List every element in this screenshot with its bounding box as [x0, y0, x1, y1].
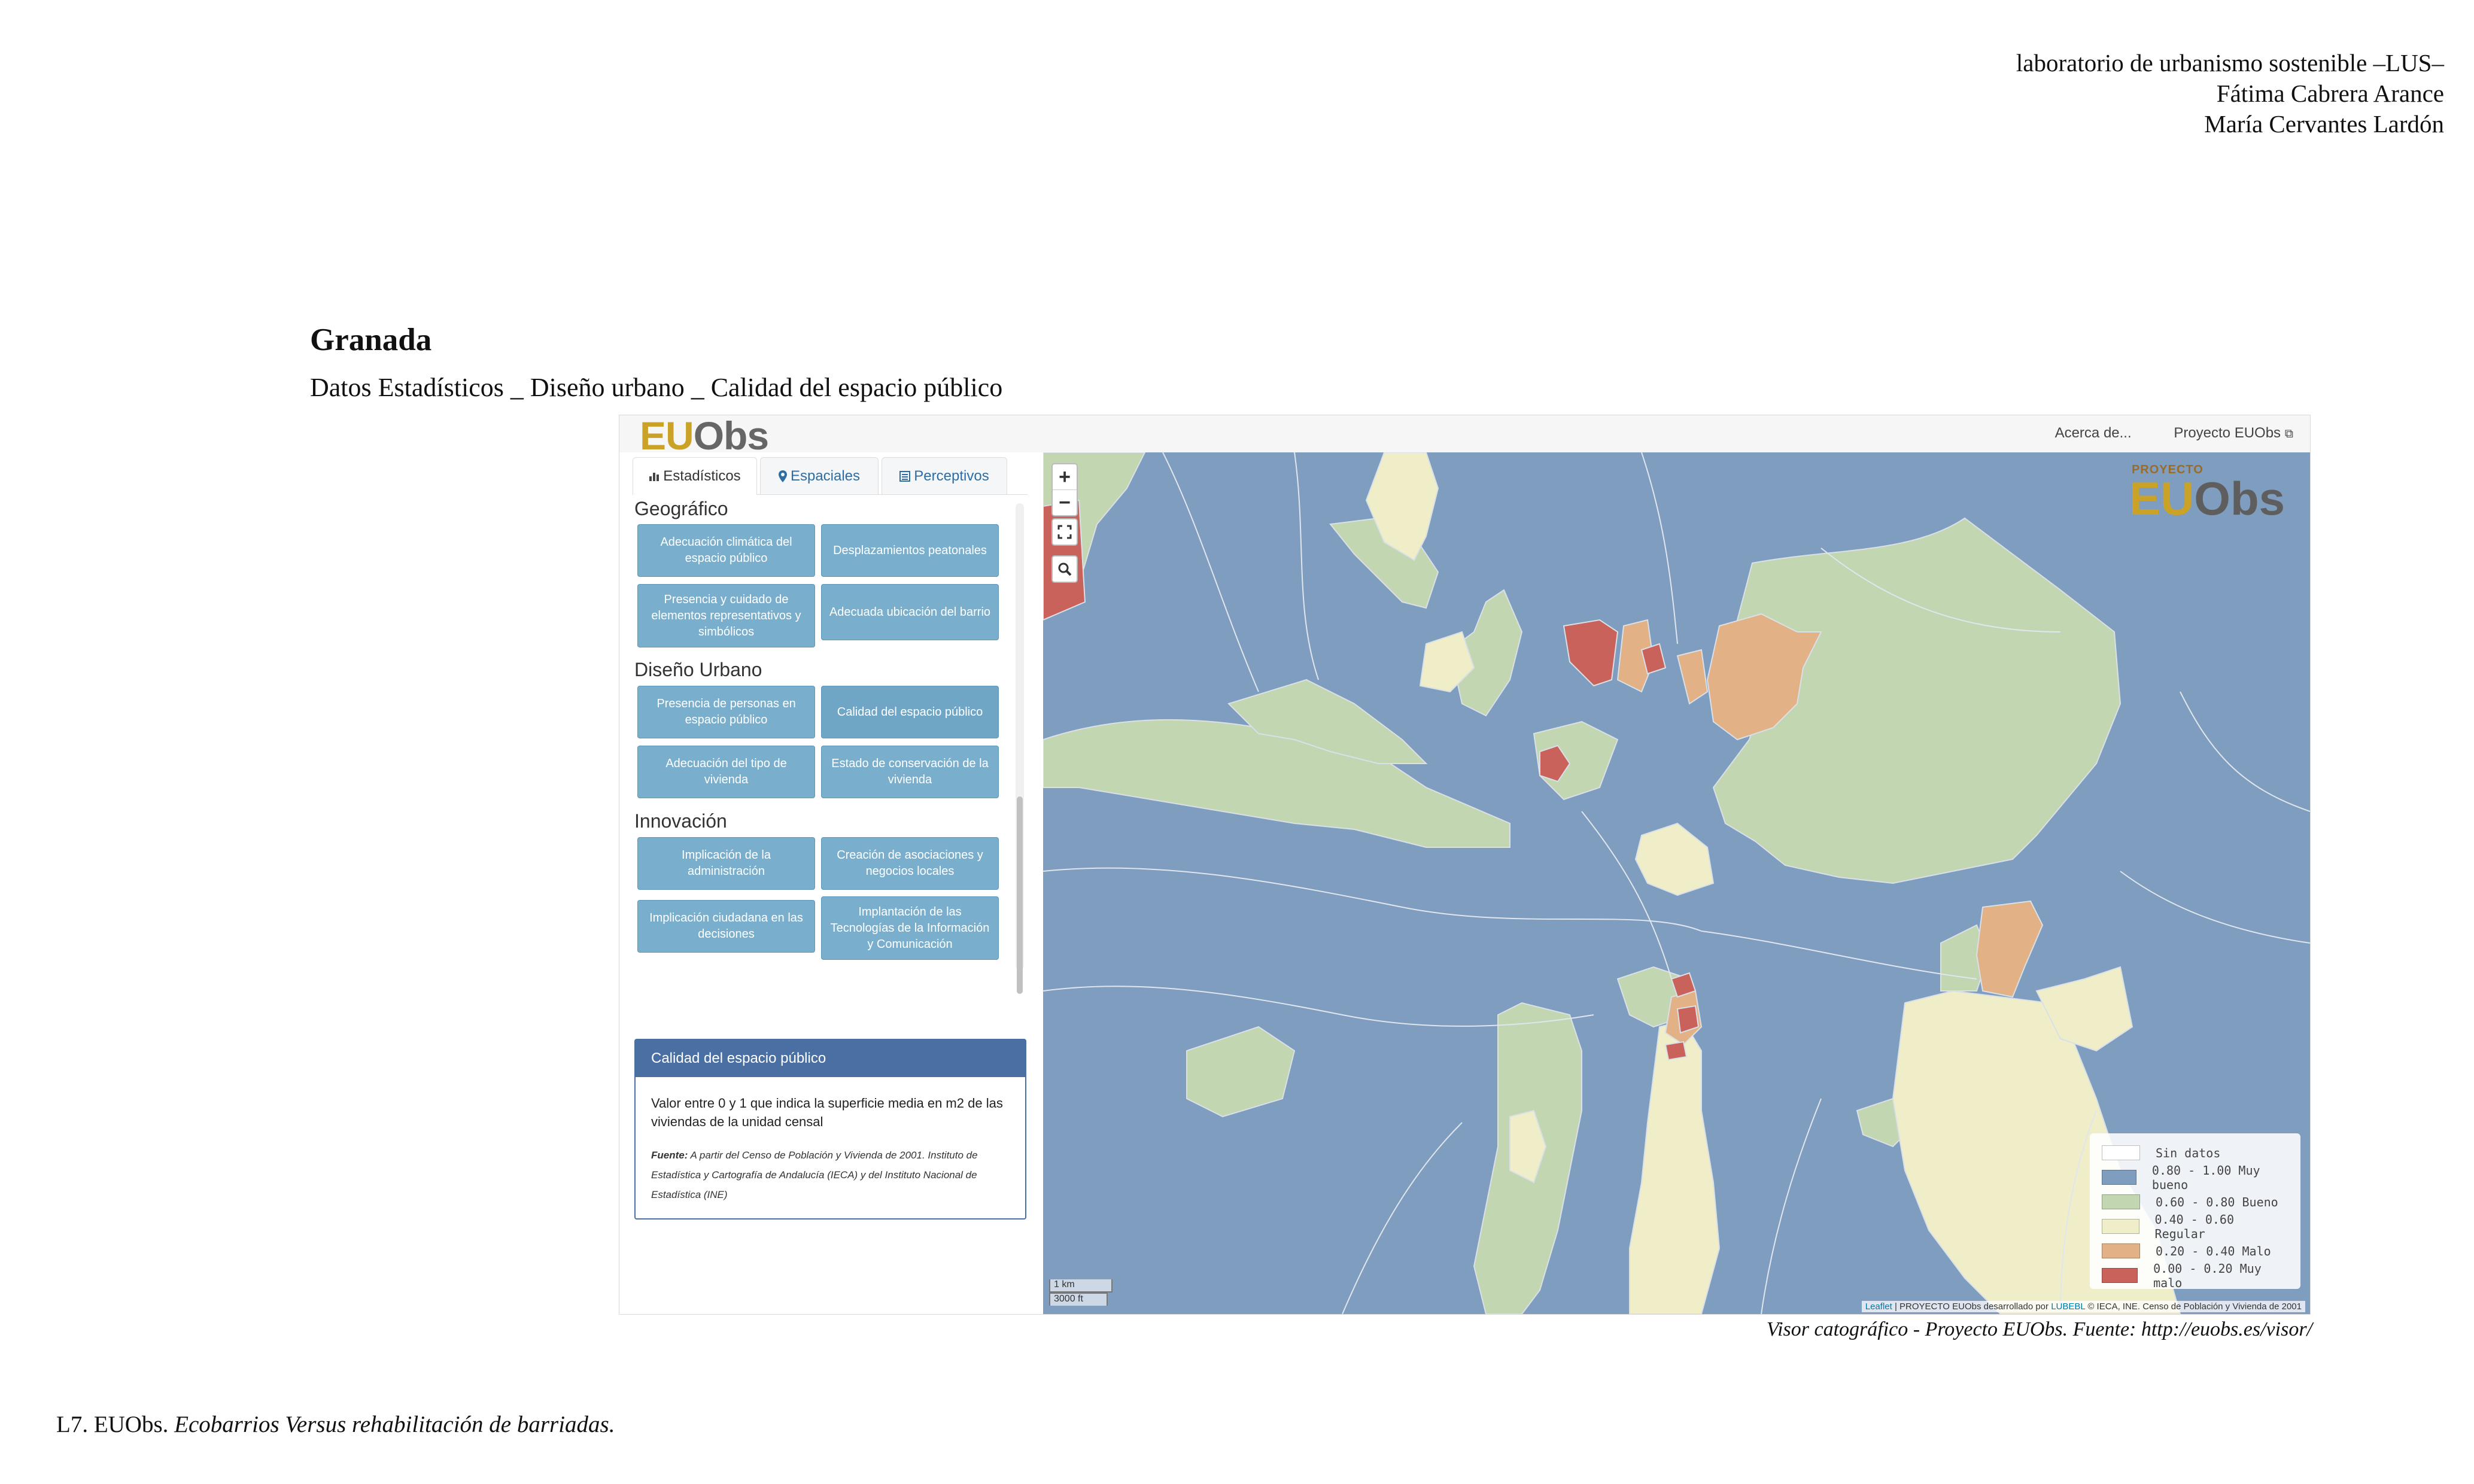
indicator-button[interactable]: Implicación ciudadana en las decisiones: [637, 900, 815, 953]
group-title-diseno-urbano: Diseño Urbano: [634, 659, 762, 680]
legend-swatch: [2102, 1145, 2140, 1160]
indicator-sidebar: Estadísticos Espaciales Perceptivos Geog…: [619, 452, 1044, 1314]
legend-swatch: [2102, 1194, 2140, 1209]
indicator-button[interactable]: Adecuación del tipo de vivienda: [637, 746, 815, 798]
leaflet-link[interactable]: Leaflet: [1865, 1301, 1892, 1312]
legend-item: 0.80 - 1.00 Muy bueno: [2102, 1163, 2288, 1192]
figure-caption: Visor catográfico - Proyecto EUObs. Fuen…: [1766, 1318, 2312, 1340]
choropleth-map[interactable]: + − PROYECTO EUObs Sin datos 0.80 - 1.00…: [1043, 452, 2310, 1314]
tab-estadisticos[interactable]: Estadísticos: [633, 457, 757, 495]
credits: laboratorio de urbanismo sostenible –LUS…: [2016, 48, 2444, 139]
bar-chart-icon: [649, 473, 659, 481]
indicator-button[interactable]: Presencia y cuidado de elementos represe…: [637, 584, 815, 647]
legend-item: 0.40 - 0.60 Regular: [2102, 1212, 2288, 1241]
euobs-watermark: PROYECTO EUObs: [2129, 463, 2285, 525]
tab-perceptivos[interactable]: Perceptivos: [882, 457, 1007, 494]
list-icon: [899, 470, 911, 482]
legend-item: 0.00 - 0.20 Muy malo: [2102, 1261, 2288, 1290]
indicator-button[interactable]: Desplazamientos peatonales: [821, 524, 999, 577]
credit-line: María Cervantes Lardón: [2204, 110, 2444, 138]
indicator-button[interactable]: Adecuada ubicación del barrio: [821, 584, 999, 640]
group-title-innovacion: Innovación: [634, 810, 727, 832]
group-title-geografico: Geográfico: [634, 498, 728, 519]
indicator-button[interactable]: Implantación de las Tecnologías de la In…: [821, 896, 999, 960]
search-icon[interactable]: [1053, 556, 1077, 582]
project-euobs-link[interactable]: Proyecto EUObs ⧉: [2174, 425, 2293, 441]
info-panel-description: Valor entre 0 y 1 que indica la superfic…: [651, 1096, 1003, 1129]
scale-km: 1 km: [1049, 1279, 1113, 1293]
indicator-tabs: Estadísticos Espaciales Perceptivos: [633, 452, 1028, 495]
legend-swatch: [2102, 1170, 2136, 1185]
indicator-button[interactable]: Presencia de personas en espacio público: [637, 686, 815, 738]
external-link-icon: ⧉: [2284, 427, 2293, 440]
fullscreen-control: [1051, 518, 1078, 546]
legend-swatch: [2102, 1243, 2140, 1258]
map-attribution: Leaflet | PROYECTO EUObs desarrollado po…: [1861, 1301, 2305, 1312]
zoom-in-button[interactable]: +: [1059, 465, 1071, 488]
about-link[interactable]: Acerca de...: [2054, 425, 2132, 441]
legend-item: 0.20 - 0.40 Malo: [2102, 1239, 2288, 1263]
indicator-button[interactable]: Creación de asociaciones y negocios loca…: [821, 837, 999, 890]
credit-line: Fátima Cabrera Arance: [2216, 80, 2444, 107]
document-title: Granada: [310, 323, 432, 357]
top-navbar: EUObs Acerca de... Proyecto EUObs ⧉: [619, 415, 2310, 458]
indicator-button[interactable]: Implicación de la administración: [637, 837, 815, 890]
legend-swatch: [2102, 1268, 2138, 1283]
info-panel-title: Calidad del espacio público: [636, 1040, 1025, 1077]
lubebl-link[interactable]: LUBEBL: [2051, 1301, 2086, 1312]
euobs-viewer-screenshot: EUObs Acerca de... Proyecto EUObs ⧉ Esta…: [619, 415, 2311, 1315]
map-marker-icon: [778, 470, 787, 482]
top-links: Acerca de... Proyecto EUObs ⧉: [2017, 425, 2293, 442]
credit-line: laboratorio de urbanismo sostenible –LUS…: [2016, 49, 2444, 77]
map-legend: Sin datos 0.80 - 1.00 Muy bueno 0.60 - 0…: [2090, 1133, 2300, 1290]
euobs-logo[interactable]: EUObs: [640, 415, 769, 458]
search-control: [1051, 555, 1078, 583]
scale-ft: 3000 ft: [1049, 1293, 1108, 1306]
legend-swatch: [2102, 1219, 2139, 1234]
legend-item: 0.60 - 0.80 Bueno: [2102, 1190, 2288, 1214]
tab-espaciales[interactable]: Espaciales: [760, 457, 879, 494]
zoom-out-button[interactable]: −: [1053, 489, 1077, 515]
document-subtitle: Datos Estadísticos _ Diseño urbano _ Cal…: [310, 373, 1003, 402]
indicator-button[interactable]: Estado de conservación de la vivienda: [821, 746, 999, 798]
fullscreen-icon[interactable]: [1053, 519, 1077, 545]
info-panel-source: Fuente: A partir del Censo de Población …: [651, 1150, 978, 1200]
zoom-control: + −: [1051, 463, 1078, 516]
indicator-info-panel: Calidad del espacio público Valor entre …: [634, 1039, 1026, 1220]
map-scale: 1 km 3000 ft: [1049, 1279, 1113, 1306]
sidebar-scrollbar-thumb[interactable]: [1017, 796, 1023, 994]
legend-item: Sin datos: [2102, 1141, 2288, 1165]
indicator-button-selected[interactable]: Calidad del espacio público: [821, 686, 999, 738]
page-footer: L7. EUObs. Ecobarrios Versus rehabilitac…: [56, 1412, 615, 1437]
indicator-button[interactable]: Adecuación climática del espacio público: [637, 524, 815, 577]
